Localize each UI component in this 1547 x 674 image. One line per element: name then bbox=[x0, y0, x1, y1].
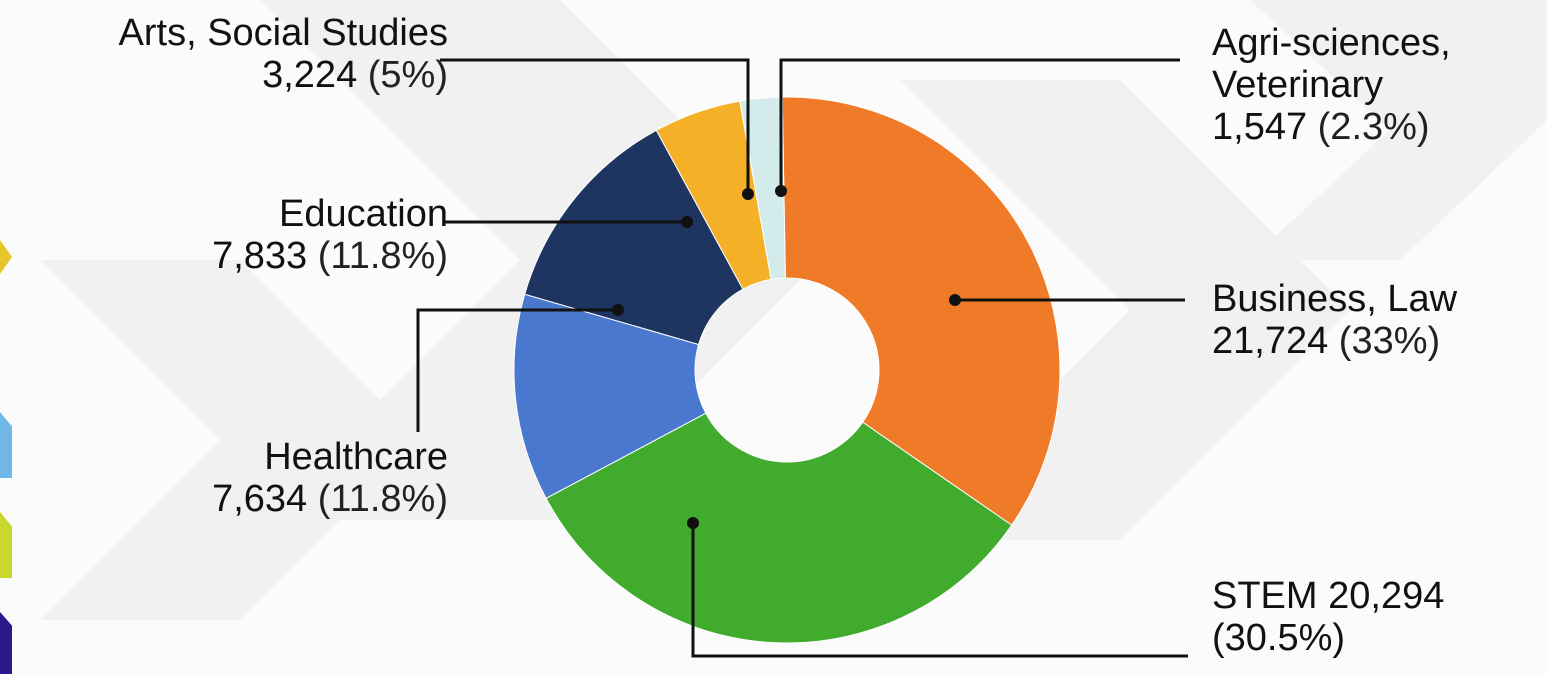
accent-bar-lime bbox=[0, 512, 12, 578]
label-agri-veterinary: Agri-sciences, Veterinary 1,547 (2.3%) bbox=[1212, 22, 1451, 148]
label-stem: STEM 20,294 (30.5%) bbox=[1212, 575, 1444, 659]
label-agri-value: 1,547 bbox=[1212, 106, 1308, 148]
leader-dot-agri bbox=[775, 185, 787, 197]
label-education-value: 7,833 bbox=[212, 235, 308, 277]
label-education-name: Education bbox=[278, 193, 448, 235]
label-healthcare-value: 7,634 bbox=[212, 478, 308, 520]
label-stem-name: STEM 20,294 bbox=[1212, 575, 1445, 617]
label-healthcare-values: 7,634 (11.8%) bbox=[212, 478, 448, 520]
leader-stem bbox=[691, 523, 1188, 658]
leader-dot-stem bbox=[687, 517, 699, 529]
label-arts-social-studies: Arts, Social Studies 3,224 (5%) bbox=[119, 12, 448, 96]
label-business-values: 21,724 (33%) bbox=[1212, 320, 1457, 362]
label-business-value: 21,724 bbox=[1212, 320, 1329, 362]
accent-bar-purple bbox=[0, 612, 12, 674]
slice-education bbox=[524, 129, 744, 346]
accent-bar-blue bbox=[0, 412, 12, 478]
label-education-pct: (11.8%) bbox=[317, 235, 448, 277]
leader-dot-arts bbox=[742, 188, 754, 200]
slice-stem bbox=[545, 412, 1013, 644]
leader-healthcare bbox=[416, 308, 618, 432]
slice-healthcare bbox=[513, 293, 707, 499]
label-business-pct: (33%) bbox=[1338, 320, 1441, 362]
slice-business-law bbox=[781, 96, 1061, 526]
label-arts-pct: (5%) bbox=[367, 54, 448, 96]
label-stem-pct: (30.5%) bbox=[1212, 617, 1346, 659]
label-healthcare-name: Healthcare bbox=[264, 436, 448, 478]
label-business-name: Business, Law bbox=[1212, 278, 1458, 320]
leader-agri bbox=[779, 58, 1180, 191]
label-business-law: Business, Law 21,724 (33%) bbox=[1212, 278, 1457, 362]
leader-dot-business bbox=[949, 294, 961, 306]
slice-agri-sciences-veterinary bbox=[739, 96, 786, 280]
label-healthcare-pct: (11.8%) bbox=[317, 478, 448, 520]
label-agri-values: 1,547 (2.3%) bbox=[1212, 106, 1451, 148]
label-arts-value: 3,224 bbox=[262, 54, 358, 96]
leader-dot-healthcare bbox=[612, 304, 624, 316]
donut-slices bbox=[513, 96, 1061, 644]
label-agri-pct: (2.3%) bbox=[1317, 106, 1430, 148]
leader-dot-education bbox=[681, 216, 693, 228]
label-arts-name: Arts, Social Studies bbox=[118, 12, 448, 54]
label-agri-name-2: Veterinary bbox=[1212, 64, 1384, 106]
leader-arts bbox=[440, 58, 750, 194]
leader-lines bbox=[416, 58, 1188, 658]
label-agri-name-1: Agri-sciences, bbox=[1212, 22, 1451, 64]
label-healthcare: Healthcare 7,634 (11.8%) bbox=[212, 436, 448, 520]
label-education: Education 7,833 (11.8%) bbox=[212, 193, 448, 277]
label-arts-values: 3,224 (5%) bbox=[119, 54, 448, 96]
label-education-values: 7,833 (11.8%) bbox=[212, 235, 448, 277]
